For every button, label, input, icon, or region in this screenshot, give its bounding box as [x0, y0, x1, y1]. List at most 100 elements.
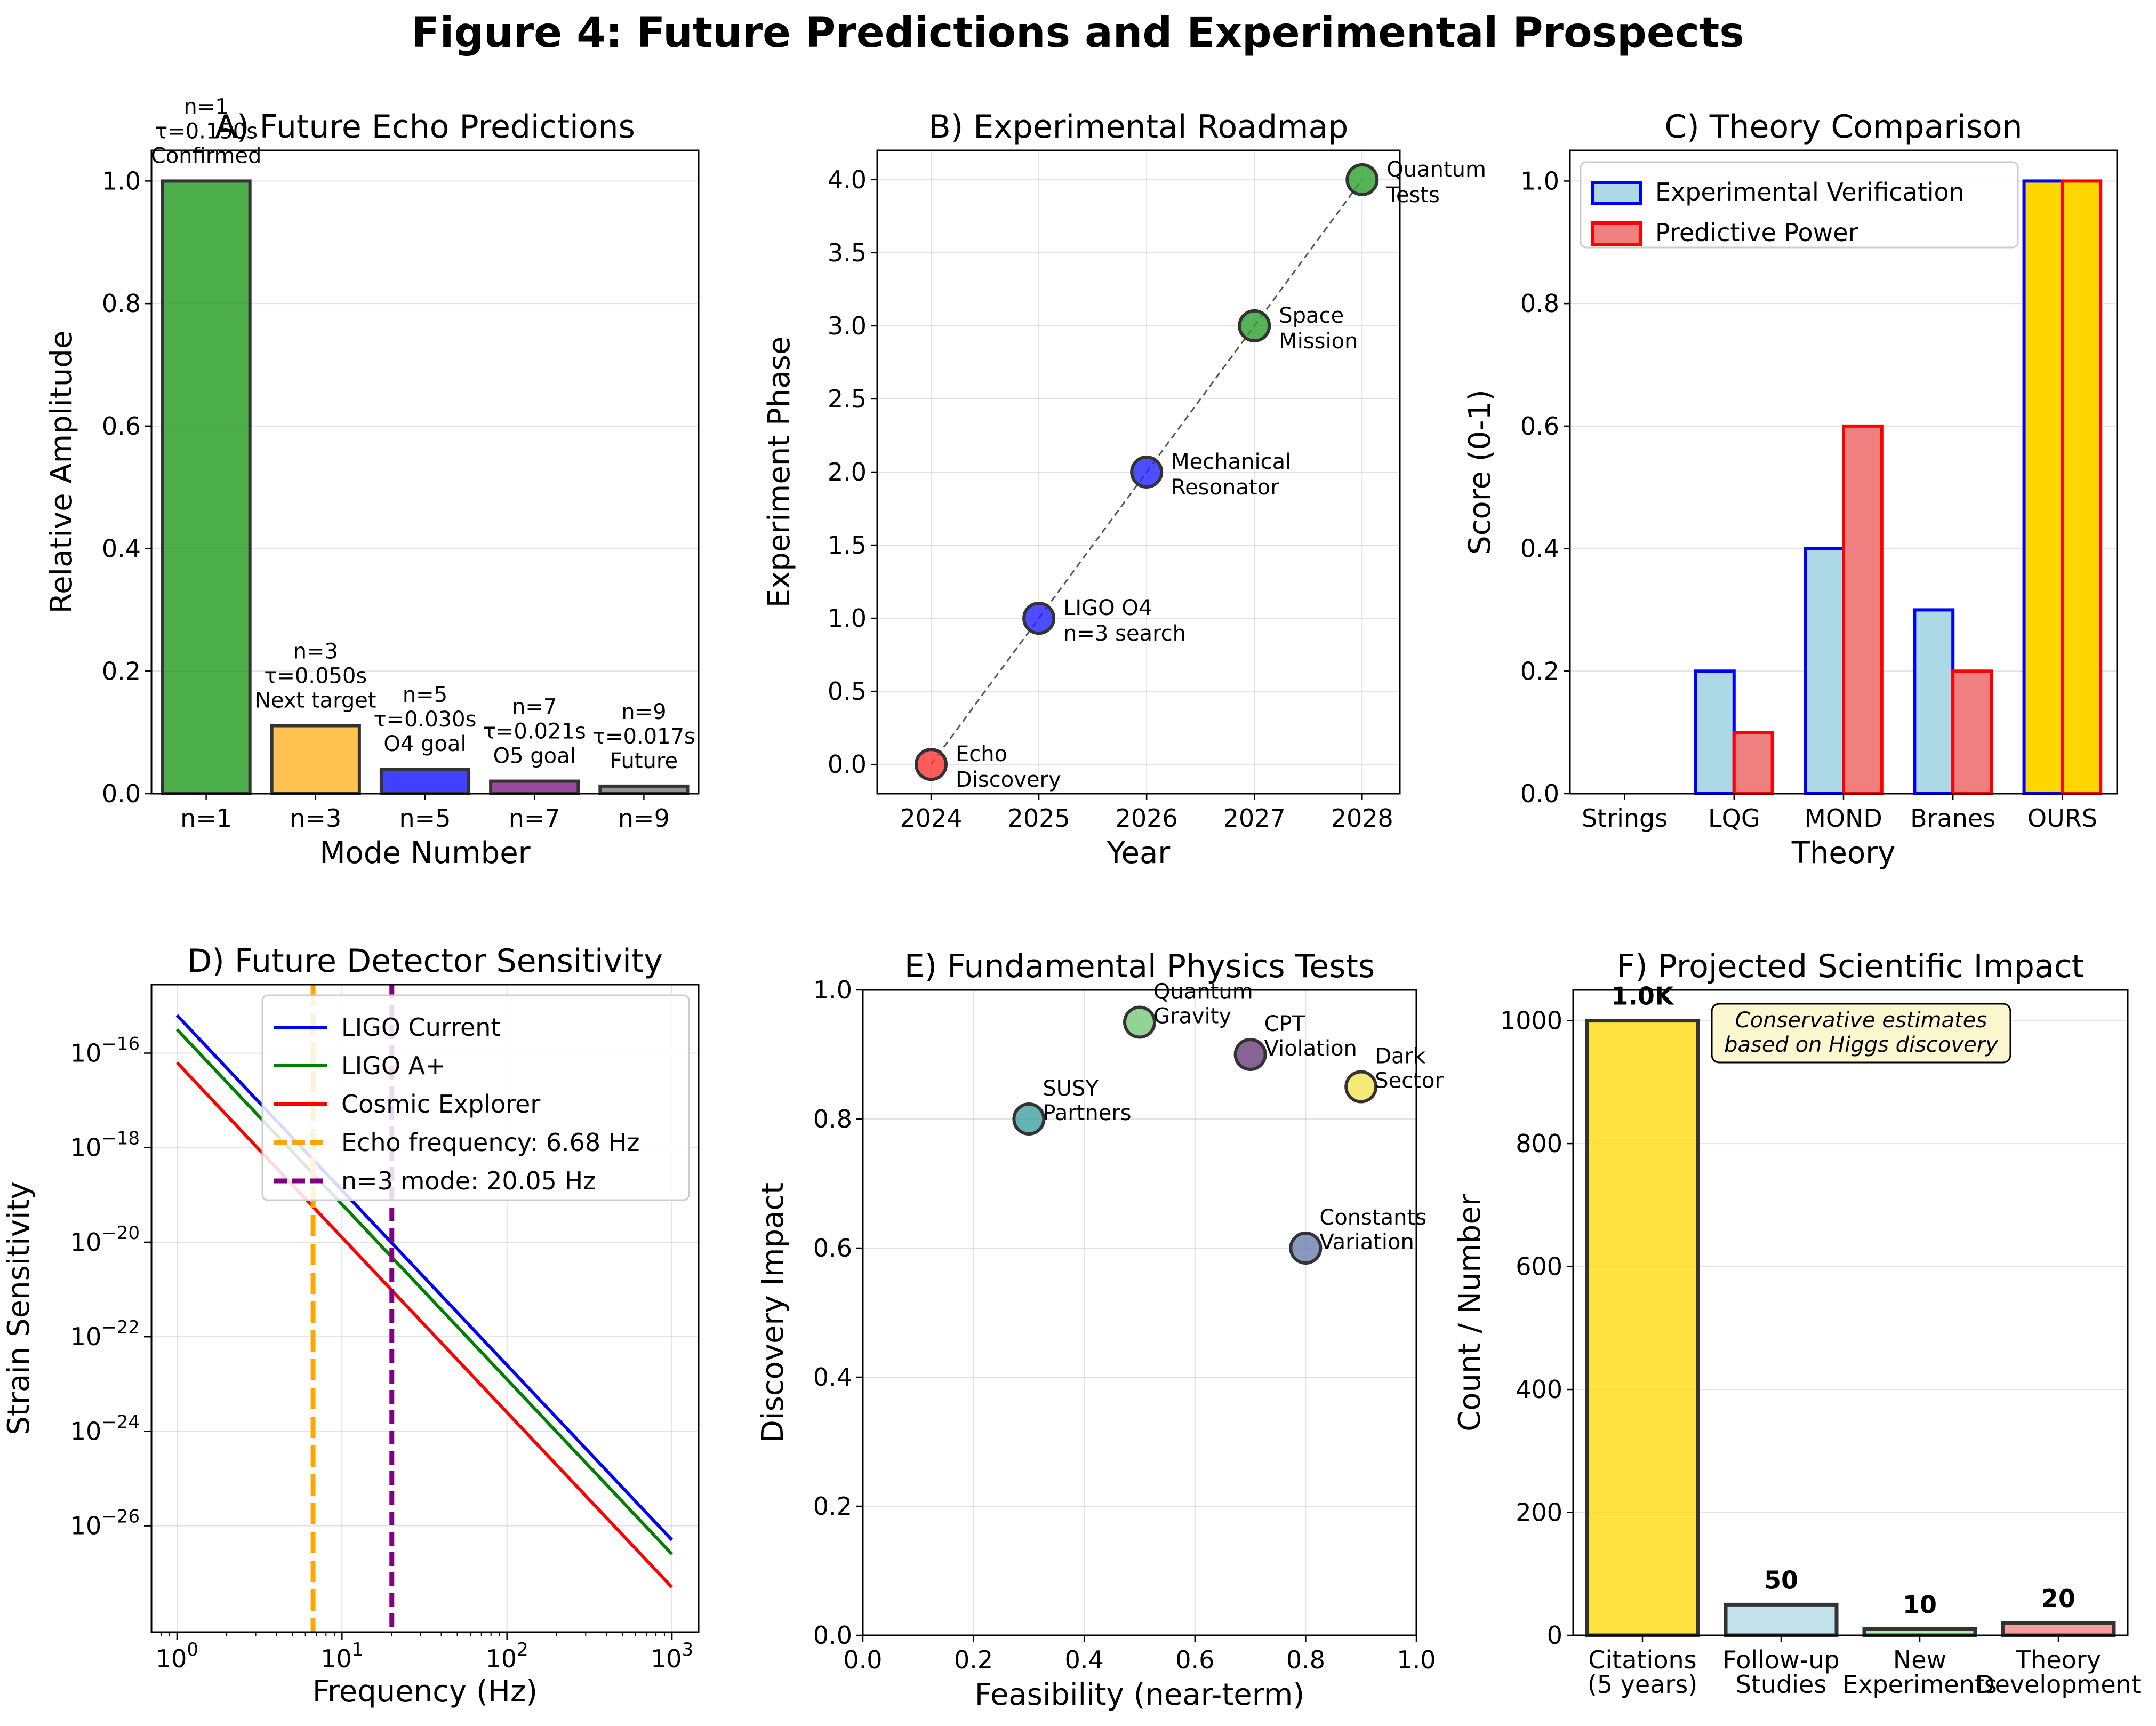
- roadmap-point: [1238, 309, 1271, 342]
- y-tick-label: 400: [1516, 1375, 1562, 1404]
- x-tick-label: MOND: [1805, 804, 1882, 833]
- legend-label: LIGO Current: [341, 1013, 500, 1042]
- y-tick-label: 4.0: [828, 165, 867, 194]
- impact-bar: [1724, 1602, 1839, 1637]
- roadmap-label: Mechanical Resonator: [1171, 450, 1291, 500]
- bar-MOND-verification: [1804, 547, 1845, 795]
- x-tick-label: n=9: [618, 804, 670, 833]
- test-point: [1012, 1102, 1046, 1136]
- legend-label: Cosmic Explorer: [341, 1090, 540, 1118]
- y-tick-label: 10−18: [70, 1128, 140, 1162]
- x-tick-label: Theory Development: [1976, 1645, 2141, 1699]
- x-tick-label: 0.2: [954, 1645, 993, 1674]
- y-tick-label: 10−22: [70, 1317, 140, 1351]
- x-tick-label: 2024: [900, 804, 962, 833]
- y-axis-label: Experiment Phase: [762, 337, 797, 608]
- y-tick-label: 1.0: [828, 604, 867, 633]
- roadmap-label: Space Mission: [1279, 303, 1358, 354]
- panel-b: B) Experimental Roadmap 2024 2025 2026 2027 2…: [762, 108, 1486, 870]
- y-tick-label: 0.0: [813, 1621, 852, 1650]
- bar-value-label: 20: [2041, 1584, 2075, 1613]
- panel-c: C) Theory Comparison 0.0 0.2 0.4 0.6 0.8 1.0 Sc…: [1463, 108, 2118, 870]
- test-label: CPT Violation: [1264, 1012, 1357, 1061]
- note-box: [1711, 1003, 2011, 1064]
- bar-value-label: 50: [1764, 1565, 1798, 1594]
- bar-annotation: n=9 τ=0.017s Future: [592, 700, 695, 773]
- x-tick-label: Follow-up Studies: [1722, 1645, 1839, 1699]
- panel-title: D) Future Detector Sensitivity: [187, 942, 663, 980]
- y-axis-label: Relative Amplitude: [44, 331, 79, 614]
- x-tick-label: 1.0: [1397, 1645, 1436, 1674]
- impact-bar: [2001, 1621, 2116, 1637]
- y-tick-label: 0.8: [102, 289, 141, 318]
- roadmap-label: LIGO O4 n=3 search: [1063, 596, 1186, 646]
- bar-Branes-verification: [1913, 608, 1955, 796]
- x-tick-label: n=5: [399, 804, 451, 833]
- x-tick-label: n=7: [509, 804, 560, 833]
- x-tick-label: 2026: [1116, 804, 1178, 833]
- axes-frame: [1569, 149, 2118, 795]
- legend-label: Experimental Verification: [1655, 178, 1965, 206]
- x-tick-label: n=1: [180, 804, 232, 833]
- y-tick-label: 0.0: [828, 750, 867, 779]
- axes-frame: [876, 149, 1401, 795]
- x-tick-label: 2027: [1223, 804, 1286, 833]
- y-tick-label: 1.0: [813, 976, 852, 1004]
- axes-frame: [1572, 989, 2129, 1636]
- legend-swatch: [1591, 221, 1642, 246]
- x-tick-label: 100: [156, 1639, 198, 1673]
- bar-n=7: [489, 779, 580, 795]
- axes-frame: [150, 984, 700, 1633]
- bar-n=5: [379, 768, 471, 795]
- legend-swatch: [1591, 181, 1642, 205]
- y-axis-label: Count / Number: [1453, 1193, 1487, 1432]
- bar-n=1: [161, 179, 252, 795]
- y-tick-label: 10−24: [70, 1411, 140, 1445]
- x-tick-label: 2028: [1331, 804, 1393, 833]
- test-point: [1123, 1005, 1156, 1039]
- bar-value-label: 10: [1903, 1590, 1937, 1619]
- x-tick-label: 101: [320, 1639, 363, 1673]
- legend-label: LIGO A+: [341, 1051, 446, 1080]
- bar-OURS-verification: [2022, 179, 2064, 795]
- panel-e: E) Fundamental Physics Tests 0.0 0.2 0.4 0.6…: [756, 948, 1444, 1712]
- y-tick-label: 2.0: [828, 458, 867, 486]
- series-line: [175, 1028, 674, 1555]
- bar-annotation: n=5 τ=0.030s O4 goal: [374, 683, 477, 756]
- legend-label: n=3 mode: 20.05 Hz: [341, 1166, 596, 1195]
- roadmap-point: [1345, 163, 1379, 196]
- note-text: Conservative estimates based on Higgs dis…: [1724, 1008, 1999, 1057]
- legend-box: [261, 994, 690, 1201]
- y-tick-label: 0.0: [1520, 779, 1559, 808]
- test-label: Quantum Gravity: [1153, 980, 1253, 1029]
- y-axis-label: Strain Sensitivity: [2, 1181, 36, 1435]
- legend-label: Predictive Power: [1655, 218, 1858, 247]
- bar-Branes-predictive: [1951, 669, 1993, 796]
- x-tick-label: 0.0: [843, 1645, 882, 1674]
- test-point: [1344, 1070, 1378, 1104]
- x-tick-label: Strings: [1582, 804, 1668, 833]
- x-tick-label: 103: [651, 1639, 693, 1673]
- bar-LQG-predictive: [1732, 731, 1774, 795]
- y-tick-label: 0.2: [102, 657, 141, 685]
- test-label: Dark Sector: [1375, 1044, 1444, 1093]
- bar-OURS-predictive: [2061, 179, 2103, 795]
- axes-frame: [862, 989, 1417, 1636]
- legend: Experimental Verification Predictive Powe…: [1580, 161, 2019, 249]
- y-tick-label: 0.4: [1520, 534, 1559, 563]
- bar-value-label: 1.0K: [1611, 982, 1674, 1011]
- impact-bar: [1862, 1627, 1977, 1637]
- x-tick-label: Citations (5 years): [1588, 1645, 1697, 1699]
- y-tick-label: 1000: [1500, 1006, 1562, 1035]
- y-tick-label: 3.5: [828, 238, 867, 267]
- roadmap-point: [1130, 456, 1164, 489]
- bar-n=3: [270, 724, 361, 795]
- y-tick-label: 2.5: [828, 385, 867, 413]
- y-tick-label: 1.5: [828, 531, 867, 560]
- bar-n=9: [598, 784, 690, 795]
- test-label: Constants Variation: [1319, 1205, 1426, 1254]
- roadmap-point: [915, 748, 948, 781]
- x-tick-label: OURS: [2027, 804, 2097, 833]
- legend-box: [1580, 161, 2019, 249]
